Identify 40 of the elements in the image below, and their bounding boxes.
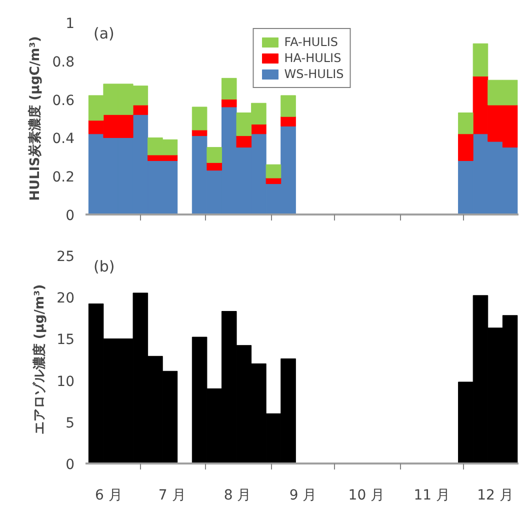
bar [472, 43, 488, 77]
y-tick-label: 10 [56, 374, 75, 390]
y-tick-label: 5 [66, 415, 75, 432]
y-tick-label: 1 [66, 16, 75, 32]
y-tick-label: 0.2 [52, 170, 74, 186]
legend-label: WS-HULIS [284, 67, 344, 81]
x-tick-label: 6 月 [95, 488, 122, 504]
bar [206, 147, 222, 163]
y-tick-label: 0.4 [52, 131, 75, 148]
x-tick-label: 12 月 [477, 488, 514, 504]
bar [192, 130, 208, 136]
bar [251, 124, 266, 134]
bar [221, 99, 237, 108]
y-tick-label: 20 [56, 290, 75, 307]
bar [458, 134, 474, 161]
y-tick-label: 0 [66, 208, 75, 224]
bar [192, 106, 208, 130]
legend-label: HA-HULIS [284, 51, 342, 65]
y-tick-label: 25 [56, 249, 75, 265]
bar [236, 136, 252, 148]
bar [458, 112, 474, 134]
bar [221, 78, 237, 100]
x-tick-label: 7 月 [158, 488, 186, 504]
bar [280, 116, 296, 126]
y-axis-title: HULIS炭素濃度 (μgC/m³) [27, 36, 44, 201]
annotation: (a) [94, 24, 114, 42]
annotation: (b) [94, 258, 115, 276]
x-tick-label: 11 月 [414, 488, 450, 504]
y-tick-label: 0 [66, 457, 75, 473]
x-tick-label: 8 月 [224, 488, 252, 504]
bar [206, 162, 222, 171]
legend-label: FA-HULIS [284, 35, 338, 49]
x-tick-label: 9 月 [289, 488, 317, 504]
bar [280, 95, 296, 117]
x-tick-label: 10 月 [348, 488, 385, 504]
y-axis-title: エアロゾル濃度 (μg/m³) [32, 284, 48, 435]
y-tick-label: 0.6 [52, 92, 75, 109]
y-tick-label: 15 [56, 332, 75, 348]
y-tick-label: 0.8 [52, 54, 74, 70]
bar [266, 164, 282, 178]
